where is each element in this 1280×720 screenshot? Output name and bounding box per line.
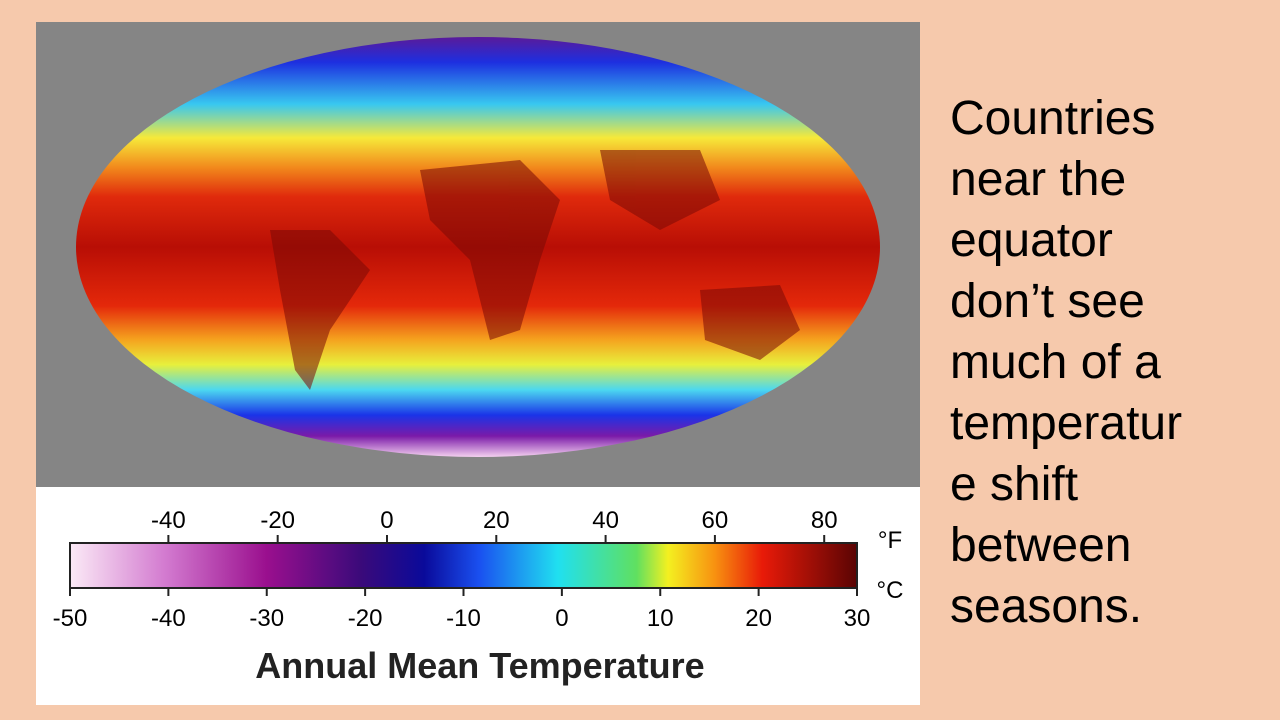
note-line: much of a xyxy=(950,336,1161,389)
f-tick-label: -20 xyxy=(260,507,295,534)
f-tick-label: 80 xyxy=(811,507,838,534)
f-tick-label: 0 xyxy=(380,507,393,534)
unit-f: °F xyxy=(878,527,902,554)
landmasses xyxy=(270,150,800,390)
colorbar xyxy=(69,542,858,589)
c-tick-label: -50 xyxy=(53,605,88,632)
legend-panel xyxy=(36,487,920,705)
c-tick-label: -10 xyxy=(446,605,481,632)
f-tick-label: 40 xyxy=(592,507,619,534)
f-tick-label: 60 xyxy=(702,507,729,534)
note-line: seasons. xyxy=(950,580,1143,633)
f-tick-label: 20 xyxy=(483,507,510,534)
note-line: temperatur xyxy=(950,397,1183,450)
c-tick-label: 20 xyxy=(745,605,772,632)
note-line: between xyxy=(950,519,1132,572)
c-tick-label: -30 xyxy=(249,605,284,632)
c-tick-label: 10 xyxy=(647,605,674,632)
figure: °F °C Annual Mean Temperature -40 -20 0 20 4… xyxy=(36,22,920,705)
note: Countries near the equator don’t see much of… xyxy=(950,88,1270,637)
c-tick-label: -20 xyxy=(348,605,383,632)
ticks: -40 -20 0 20 40 60 80 -50 -40 -30 -20 -10 0 10 20 30 xyxy=(53,507,871,632)
f-tick-label: -40 xyxy=(151,507,186,534)
colorbar-title: Annual Mean Temperature xyxy=(255,645,704,686)
unit-c: °C xyxy=(877,577,904,604)
c-tick-label: 0 xyxy=(555,605,568,632)
note-line: don’t see xyxy=(950,275,1145,328)
note-line: Countries xyxy=(950,92,1156,145)
note-line: near the xyxy=(950,153,1127,206)
note-line: e shift xyxy=(950,458,1079,511)
c-tick-label: -40 xyxy=(151,605,186,632)
c-tick-label: 30 xyxy=(844,605,871,632)
note-line: equator xyxy=(950,214,1113,267)
